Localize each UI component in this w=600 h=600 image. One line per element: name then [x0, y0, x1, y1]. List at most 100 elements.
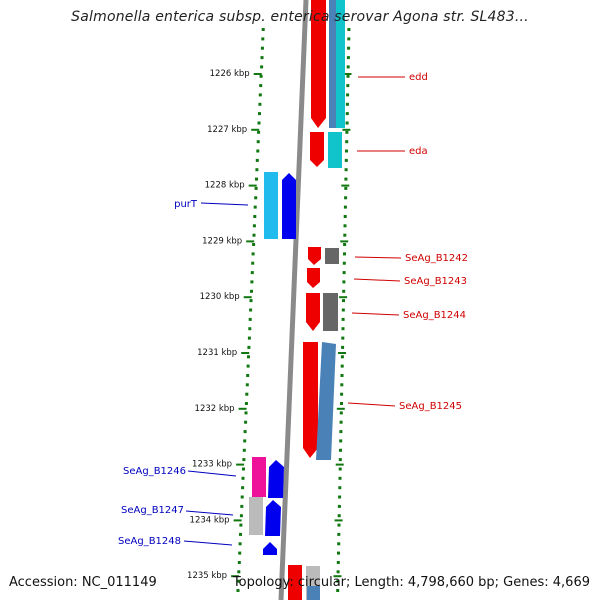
genome-summary-text: Topology: circular; Length: 4,798,660 bp…: [232, 575, 590, 590]
tick-dot: [243, 439, 247, 443]
major-tick: [338, 352, 346, 354]
major-tick: [243, 296, 252, 299]
gene-label-SeAg_B1247[interactable]: SeAg_B1247: [121, 505, 184, 516]
tick-dot: [237, 561, 241, 564]
tick-dot: [340, 355, 344, 359]
tick-dot: [255, 158, 259, 162]
tick-dot: [342, 271, 346, 275]
major-tick: [335, 463, 344, 466]
gene-edd-cds-block-2[interactable]: [336, 0, 345, 128]
tick-dot: [238, 542, 242, 546]
gene-SeAg_B1247-cds-block[interactable]: [249, 497, 263, 535]
gene-SeAg_B1245-cds-block[interactable]: [316, 342, 336, 460]
gene-label-SeAg_B1243[interactable]: SeAg_B1243: [404, 276, 467, 287]
tick-dot: [340, 402, 343, 405]
tick-dot: [242, 467, 245, 471]
gene-SeAg_B1246-reverse-strand[interactable]: [268, 460, 284, 498]
tick-dot: [343, 233, 347, 237]
major-tick: [246, 240, 255, 243]
tick-dot: [345, 149, 348, 153]
gene-label-SeAg_B1246[interactable]: SeAg_B1246: [123, 466, 186, 477]
gene-next-forward-strand[interactable]: [288, 565, 302, 600]
tick-dot: [247, 345, 251, 349]
tick-dot: [245, 383, 249, 387]
tick-dot: [244, 420, 248, 424]
tick-dot: [255, 168, 259, 172]
gene-SeAg_B1242-cds-block[interactable]: [325, 248, 339, 264]
tick-dot: [338, 495, 342, 499]
tick-dot: [337, 523, 341, 527]
tick-dot: [260, 65, 264, 69]
major-tick: [339, 296, 348, 299]
tick-dot: [245, 392, 249, 396]
gene-SeAg_B1244-cds-block[interactable]: [323, 293, 338, 331]
gene-next-cds-block-2[interactable]: [307, 586, 320, 600]
tick-dot: [341, 317, 345, 321]
gene-SeAg_B1244-forward-strand[interactable]: [306, 293, 320, 331]
tick-dot: [246, 364, 250, 368]
gene-label-SeAg_B1245[interactable]: SeAg_B1245: [399, 401, 462, 412]
axis-tick-label: 1230 kbp: [200, 292, 240, 302]
tick-dot: [252, 233, 256, 237]
inner-tick-marks: [333, 28, 352, 592]
gene-label-eda[interactable]: eda: [409, 146, 428, 157]
gene-SeAg_B1245-forward-strand[interactable]: [303, 342, 318, 458]
tick-dot: [342, 280, 346, 284]
axis-tick-label: 1227 kbp: [207, 125, 247, 135]
axis-tick-label: 1232 kbp: [195, 404, 235, 414]
genome-backbone: [278, 0, 309, 600]
gene-edd-forward-strand[interactable]: [311, 0, 326, 128]
gene-label-SeAg_B1242[interactable]: SeAg_B1242: [405, 253, 468, 264]
gene-labels: edd eda SeAg_B1242 SeAg_B1243 SeAg_B1244…: [118, 72, 468, 547]
tick-dot: [345, 130, 349, 134]
tick-dot: [239, 523, 243, 527]
gene-label-SeAg_B1244[interactable]: SeAg_B1244: [403, 310, 466, 321]
tick-dot: [259, 74, 263, 78]
major-tick: [333, 575, 342, 578]
gene-SeAg_B1248-reverse-strand[interactable]: [263, 542, 277, 555]
axis-tick-label: 1229 kbp: [202, 236, 242, 246]
tick-dot: [254, 186, 258, 190]
major-tick: [231, 575, 240, 578]
major-tick: [251, 128, 260, 131]
tick-dot: [346, 84, 350, 88]
gene-purT-reverse-strand[interactable]: [282, 173, 296, 239]
tick-dot: [254, 196, 258, 200]
tick-dot: [338, 458, 342, 462]
tick-dot: [337, 542, 341, 546]
leader-line-SeAg_B1245: [347, 402, 396, 407]
tick-dot: [256, 140, 260, 144]
gene-label-edd[interactable]: edd: [409, 72, 428, 83]
gene-SeAg_B1247-reverse-strand[interactable]: [265, 500, 281, 536]
axis-tick-label: 1233 kbp: [192, 460, 232, 470]
tick-dot: [343, 243, 347, 246]
tick-dot: [250, 271, 254, 275]
tick-dot: [347, 37, 351, 41]
tick-dot: [239, 532, 242, 536]
gene-label-purT[interactable]: purT: [174, 199, 198, 210]
tick-dot: [239, 514, 243, 518]
tick-dot: [342, 299, 345, 303]
tick-dot: [339, 448, 342, 452]
major-tick: [340, 240, 349, 243]
gene-SeAg_B1242-forward-strand[interactable]: [308, 247, 321, 265]
tick-dot: [259, 84, 263, 88]
tick-dot: [337, 514, 341, 518]
tick-dot: [242, 448, 246, 452]
gene-label-SeAg_B1248[interactable]: SeAg_B1248: [118, 536, 181, 547]
leader-line-SeAg_B1247: [185, 510, 234, 516]
axis-tick-label: 1228 kbp: [205, 181, 245, 191]
tick-dot: [339, 430, 343, 434]
tick-dot: [338, 476, 342, 480]
gene-SeAg_B1246-cds-block[interactable]: [252, 457, 266, 497]
gene-eda-forward-strand[interactable]: [310, 132, 324, 167]
tick-dot: [260, 56, 264, 60]
gene-purT-cds-block[interactable]: [264, 172, 278, 239]
tick-dot: [258, 93, 262, 97]
tick-dot: [342, 289, 346, 293]
tick-dot: [250, 289, 253, 293]
gene-SeAg_B1243-forward-strand[interactable]: [307, 268, 320, 288]
tick-dot: [240, 504, 244, 508]
gene-eda-cds-block[interactable]: [328, 132, 342, 168]
